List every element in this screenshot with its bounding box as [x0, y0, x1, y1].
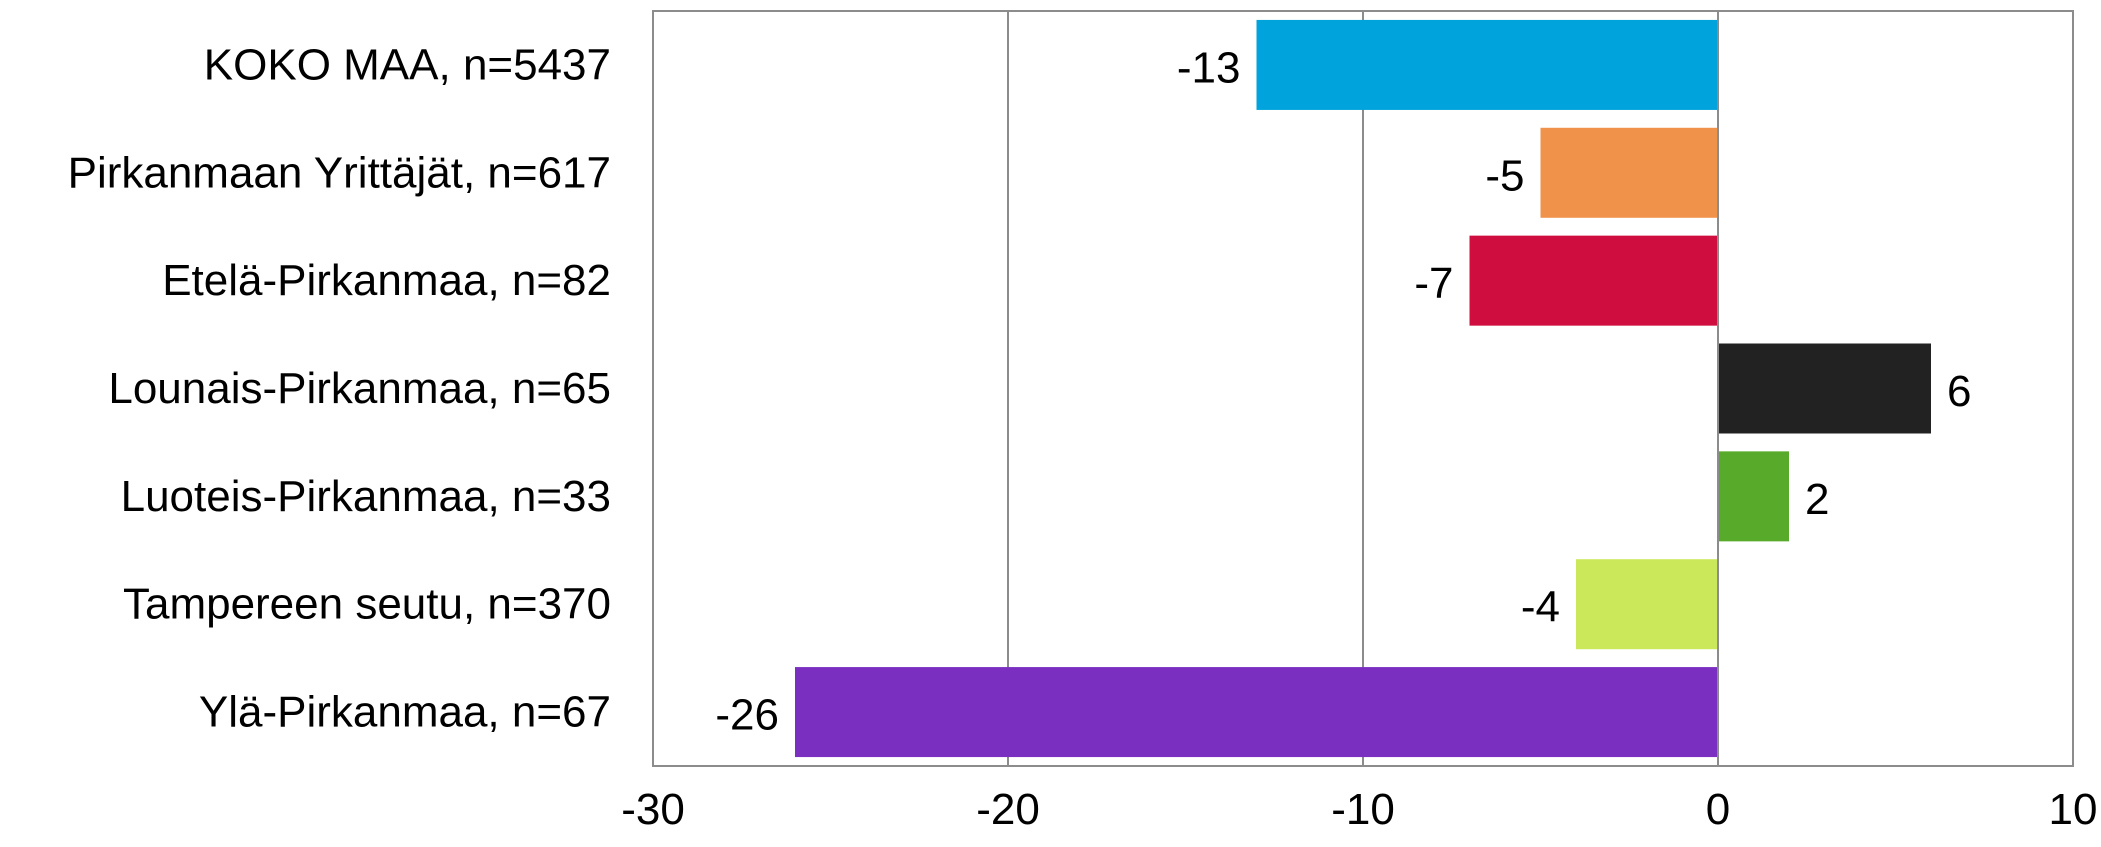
labels: KOKO MAA, n=5437 Pirkanmaan Yrittäjät, n=… [68, 40, 2098, 834]
category-label: Ylä-Pirkanmaa, n=67 [199, 688, 611, 737]
data-label: -26 [715, 691, 779, 740]
data-label: 6 [1947, 367, 1971, 416]
x-tick-label: 10 [2049, 785, 2098, 834]
x-tick-label: 0 [1706, 785, 1730, 834]
category-label: Luoteis-Pirkanmaa, n=33 [121, 472, 611, 521]
category-label: Pirkanmaan Yrittäjät, n=617 [68, 148, 611, 197]
data-label: 2 [1805, 475, 1829, 524]
data-label: -7 [1414, 259, 1453, 308]
category-label: KOKO MAA, n=5437 [204, 40, 611, 89]
data-label: -5 [1485, 151, 1524, 200]
bar [1469, 235, 1718, 326]
bar [1718, 451, 1789, 542]
bar [1256, 19, 1718, 110]
category-label: Tampereen seutu, n=370 [123, 580, 611, 629]
data-label: -13 [1177, 43, 1241, 92]
bar [1540, 127, 1718, 218]
bar [1576, 559, 1718, 650]
data-label: -4 [1521, 583, 1560, 632]
x-tick-label: -10 [1331, 785, 1395, 834]
category-label: Etelä-Pirkanmaa, n=82 [162, 256, 611, 305]
x-tick-label: -20 [976, 785, 1040, 834]
bars [795, 19, 1931, 758]
bar [795, 667, 1718, 758]
x-tick-label: -30 [621, 785, 685, 834]
category-label: Lounais-Pirkanmaa, n=65 [108, 364, 611, 413]
bar [1718, 343, 1931, 434]
